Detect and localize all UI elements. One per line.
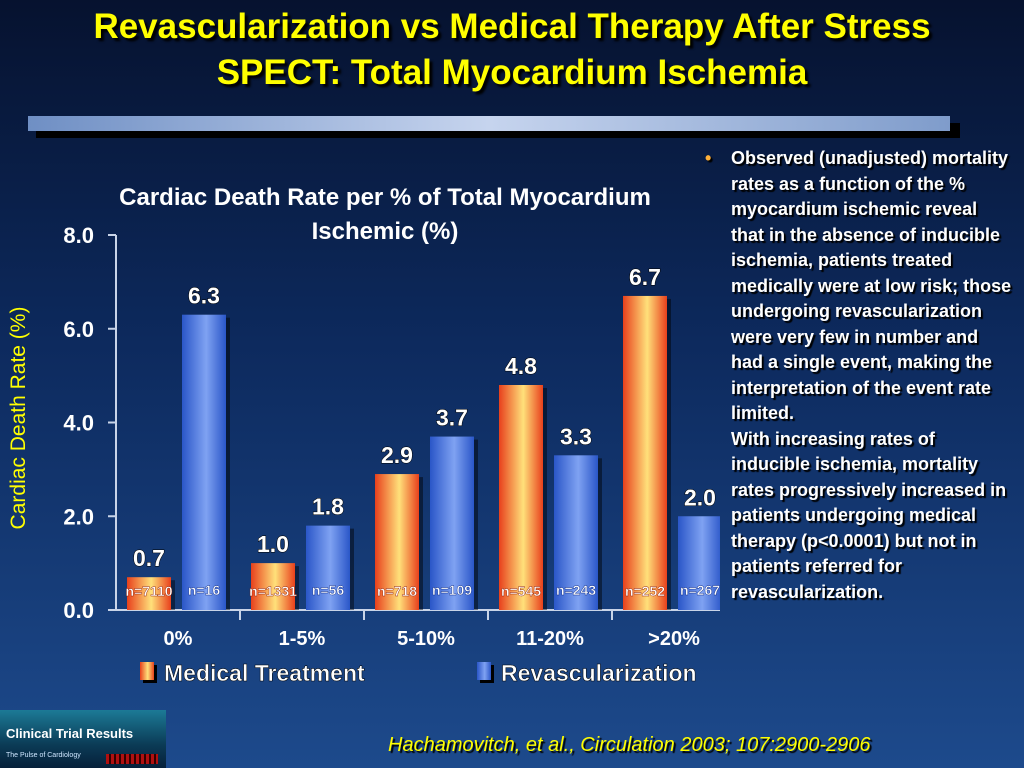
side-paragraph-1: Observed (unadjusted) mortality rates as… [731,148,1012,423]
y-tick-label: 4.0 [63,411,94,436]
bar-medical-treatment [499,385,543,610]
data-label: 2.9 [381,442,413,468]
n-label: n=243 [556,582,596,598]
bullet-icon: • [705,148,712,168]
bar-medical-treatment [251,563,295,610]
n-label: n=545 [501,583,541,599]
logo-strip [106,754,158,764]
n-label: n=56 [312,582,345,598]
x-tick-label: 11-20% [516,628,584,650]
n-label: n=16 [188,582,221,598]
bar-revascularization [678,516,720,610]
legend-swatch-revascularization [477,662,491,680]
data-label: 2.0 [684,484,716,510]
data-label: 3.7 [436,405,468,431]
x-tick-label: 1-5% [279,628,326,650]
y-axis-label: Cardiac Death Rate (%) [7,307,30,530]
y-tick-label: 8.0 [63,223,94,248]
n-label: n=718 [377,583,417,599]
side-paragraph-2: With increasing rates of inducible ische… [731,428,1007,602]
logo-title: Clinical Trial Results [6,726,134,741]
n-label: n=1331 [249,583,297,599]
slide-title: Revascularization vs Medical Therapy Aft… [0,4,1024,96]
data-label: 1.8 [312,494,344,520]
logo: Clinical Trial Results The Pulse of Card… [0,710,166,768]
legend-label: Medical Treatment [164,660,365,686]
logo-subtitle: The Pulse of Cardiology [6,752,81,759]
data-label: 3.3 [560,423,592,449]
bar-revascularization [182,314,226,610]
data-label: 6.7 [629,264,661,290]
chart-title-line-1: Cardiac Death Rate per % of Total Myocar… [119,184,651,211]
bar-medical-treatment [623,295,667,610]
bar-revascularization [430,436,474,610]
x-tick-label: >20% [648,628,700,650]
data-label: 1.0 [257,531,289,557]
y-tick-label: 2.0 [63,504,94,529]
bar-revascularization [554,455,598,610]
n-label: n=267 [680,582,720,598]
legend-label: Revascularization [501,660,697,686]
bar-medical-treatment [375,474,419,610]
n-label: n=109 [432,582,472,598]
bar-revascularization [306,525,350,610]
chart-title-line-2: Ischemic (%) [312,218,459,245]
slide-title-line-1: Revascularization vs Medical Therapy Aft… [93,7,931,46]
title-divider [28,116,950,131]
x-tick-label: 5-10% [397,628,455,650]
bar-medical-treatment [127,577,171,610]
slide-title-line-2: SPECT: Total Myocardium Ischemia [216,53,808,92]
n-label: n=7110 [125,583,172,599]
y-tick-label: 0.0 [63,598,94,623]
side-text: • Observed (unadjusted) mortality rates … [705,146,1013,605]
x-tick-label: 0% [164,628,193,650]
bar-chart: Cardiac Death Rate per % of Total Myocar… [7,184,720,686]
citation: Hachamovitch, et al., Circulation 2003; … [388,734,871,756]
y-tick-label: 6.0 [63,317,94,342]
data-label: 0.7 [133,545,165,571]
data-label: 6.3 [188,283,220,309]
data-label: 4.8 [505,353,537,379]
legend-swatch-medical-treatment [140,662,154,680]
n-label: n=252 [625,583,665,599]
